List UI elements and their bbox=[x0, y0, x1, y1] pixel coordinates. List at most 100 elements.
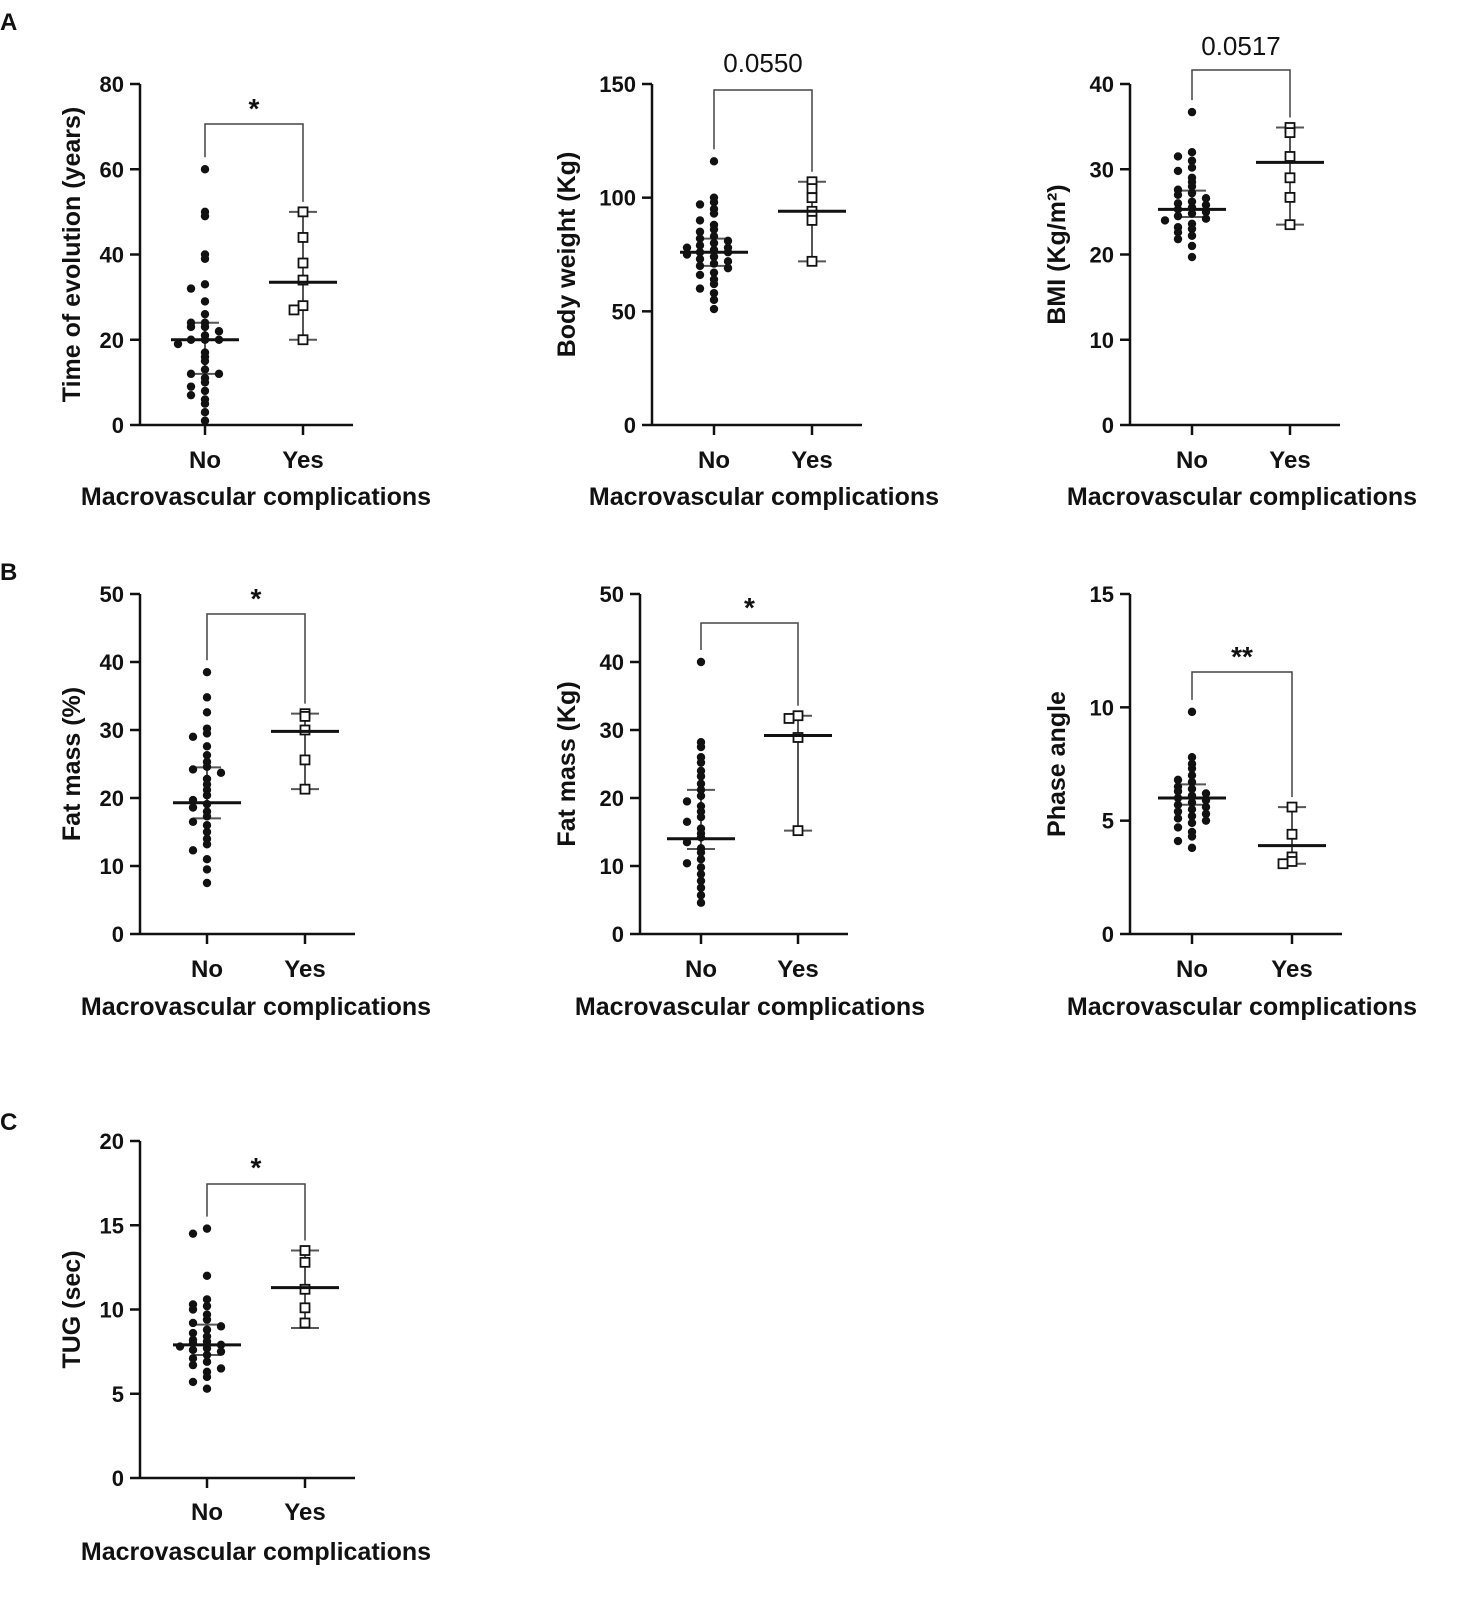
data-point bbox=[299, 711, 311, 722]
data-point bbox=[200, 297, 210, 306]
data-point bbox=[1201, 809, 1211, 819]
significance-label: 0.0517 bbox=[1201, 31, 1281, 61]
category-label-no: No bbox=[189, 447, 221, 474]
category-label-yes: Yes bbox=[1269, 447, 1310, 474]
data-point bbox=[695, 261, 705, 271]
data-point bbox=[188, 1345, 198, 1355]
category-label-yes: Yes bbox=[284, 1499, 325, 1526]
data-point bbox=[200, 356, 210, 366]
data-point bbox=[1187, 156, 1197, 165]
significance-bracket bbox=[700, 622, 799, 706]
data-point bbox=[1187, 784, 1197, 794]
y-tick-label: 40 bbox=[100, 650, 124, 675]
data-point bbox=[1187, 843, 1197, 853]
data-point bbox=[1187, 771, 1197, 780]
significance-label: 0.0550 bbox=[723, 48, 803, 78]
data-point bbox=[202, 668, 212, 677]
significance-label: * bbox=[251, 583, 262, 614]
data-point bbox=[1187, 231, 1197, 240]
data-point bbox=[299, 754, 311, 766]
data-point bbox=[1173, 211, 1183, 221]
y-tick-label: 10 bbox=[600, 854, 624, 879]
data-point bbox=[696, 812, 706, 822]
data-point bbox=[1187, 832, 1197, 841]
category-label-no: No bbox=[685, 956, 717, 983]
data-point bbox=[188, 1354, 198, 1363]
data-point bbox=[695, 234, 705, 243]
panel-letter-a: A bbox=[0, 9, 17, 36]
data-point bbox=[186, 369, 196, 379]
data-point bbox=[696, 898, 706, 907]
data-point bbox=[200, 280, 210, 289]
data-point bbox=[1187, 224, 1197, 234]
data-point bbox=[200, 165, 210, 174]
data-point bbox=[696, 758, 706, 767]
data-point bbox=[188, 1377, 198, 1387]
x-axis-title: Macrovascular complications bbox=[589, 483, 939, 511]
data-point bbox=[1187, 811, 1197, 821]
data-point bbox=[1187, 182, 1197, 191]
chart-6: 0 5 10 15 No Yes Phase angle Macrovascular comp… bbox=[1043, 582, 1417, 1021]
data-point bbox=[696, 791, 706, 801]
significance-label: * bbox=[251, 1152, 262, 1183]
data-point bbox=[709, 259, 719, 268]
data-point bbox=[1173, 228, 1183, 237]
x-axis-title: Macrovascular complications bbox=[81, 1538, 431, 1566]
data-point bbox=[1173, 814, 1183, 823]
data-point bbox=[1173, 190, 1183, 200]
data-point bbox=[1173, 234, 1183, 244]
data-point bbox=[188, 765, 198, 774]
y-tick-label: 10 bbox=[100, 854, 124, 879]
data-point bbox=[1201, 194, 1211, 203]
data-point bbox=[1173, 152, 1183, 161]
category-label-yes: Yes bbox=[791, 447, 832, 474]
data-point bbox=[696, 869, 706, 879]
data-point bbox=[1187, 188, 1197, 198]
series-no bbox=[173, 668, 241, 888]
data-point bbox=[1187, 764, 1197, 773]
data-point bbox=[200, 378, 210, 387]
data-point bbox=[200, 408, 210, 417]
y-tick-label: 40 bbox=[100, 243, 124, 268]
data-point bbox=[202, 762, 212, 771]
data-point bbox=[173, 339, 183, 349]
data-point bbox=[216, 768, 226, 778]
data-point bbox=[202, 729, 212, 738]
y-tick-label: 60 bbox=[100, 157, 124, 182]
data-point bbox=[709, 295, 719, 305]
data-point bbox=[188, 732, 198, 741]
data-point bbox=[202, 791, 212, 800]
data-point bbox=[200, 365, 210, 374]
data-point bbox=[202, 812, 212, 821]
data-point bbox=[202, 742, 212, 751]
data-point bbox=[806, 255, 818, 267]
data-point bbox=[200, 386, 210, 396]
data-point bbox=[202, 827, 212, 837]
data-point bbox=[695, 227, 705, 236]
data-point bbox=[1277, 858, 1289, 870]
data-point bbox=[682, 797, 692, 806]
data-point bbox=[1187, 798, 1197, 807]
series-yes bbox=[1258, 801, 1326, 870]
data-point bbox=[682, 817, 692, 826]
data-point bbox=[202, 1271, 212, 1281]
data-point bbox=[1187, 777, 1197, 787]
chart-4: 0 10 20 30 40 50 No Yes Fat mass (%) Macrovascula… bbox=[58, 582, 431, 1021]
significance-bracket bbox=[204, 123, 304, 202]
x-axis-title: Macrovascular complications bbox=[81, 483, 431, 511]
data-point bbox=[1286, 828, 1298, 840]
data-point bbox=[695, 241, 705, 250]
data-point bbox=[1284, 172, 1296, 184]
data-point bbox=[1187, 241, 1197, 251]
data-point bbox=[1173, 199, 1183, 208]
data-point bbox=[709, 238, 719, 248]
y-tick-label: 50 bbox=[612, 299, 636, 324]
data-point bbox=[709, 288, 719, 298]
data-point bbox=[216, 1364, 226, 1373]
data-point bbox=[696, 891, 706, 900]
data-point bbox=[783, 713, 795, 724]
significance-bracket bbox=[1191, 671, 1293, 798]
data-point bbox=[1173, 775, 1183, 785]
panel-letter-b: B bbox=[0, 559, 17, 586]
y-axis-title: Body weight (Kg) bbox=[553, 152, 581, 358]
